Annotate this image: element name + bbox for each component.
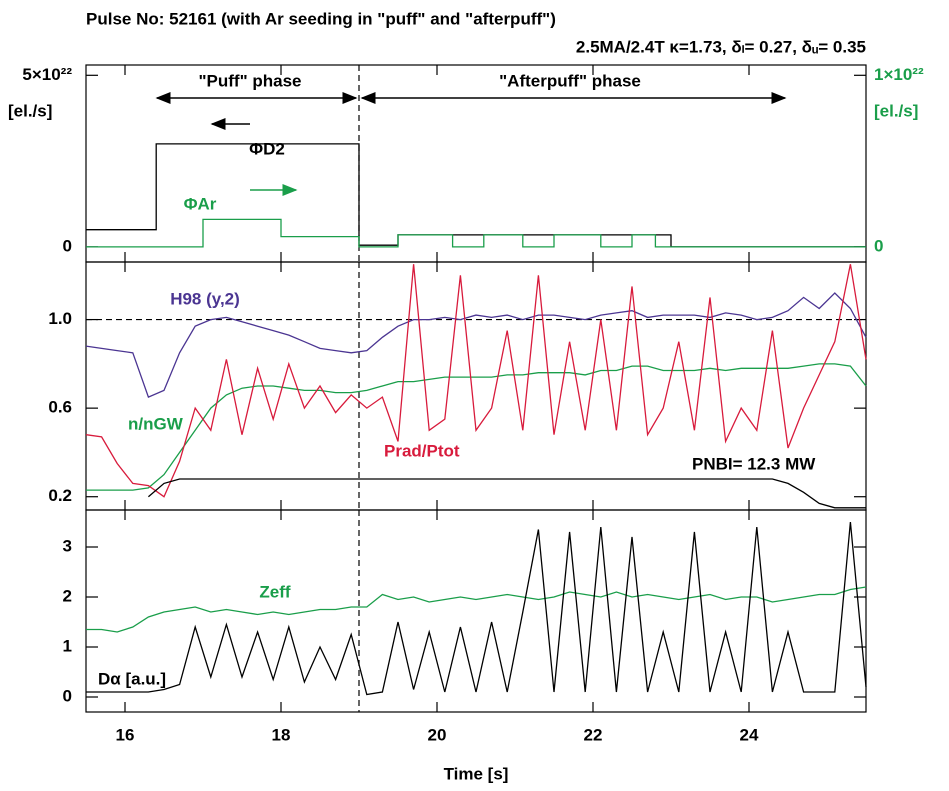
series-label: H98 (y,2) (170, 289, 240, 308)
series-line (86, 218, 866, 248)
series-label: Prad/Ptot (384, 441, 460, 460)
series-label: n/nGW (128, 414, 184, 433)
chart-subtitle: 2.5MA/2.4T κ=1.73, δₗ= 0.27, δᵤ= 0.35 (576, 37, 866, 56)
series-label: PNBI= 12.3 MW (692, 454, 816, 473)
y-tick-label: 0 (63, 236, 72, 255)
chart-title: Pulse No: 52161 (with Ar seeding in "puf… (86, 9, 556, 28)
x-tick-label: 22 (584, 725, 603, 744)
x-tick-label: 16 (116, 725, 135, 744)
y-tick-label: 5×10²² (22, 65, 72, 84)
y-tick-label: 0.6 (48, 398, 72, 417)
y-tick-label: 2 (63, 586, 72, 605)
series-line (85, 292, 867, 398)
y-tick-label: 1 (63, 636, 72, 655)
y-axis-label: [el./s] (8, 101, 52, 120)
series-line (86, 143, 866, 248)
x-tick-label: 20 (428, 725, 447, 744)
series-line (147, 478, 866, 509)
series-label: ΦD2 (249, 139, 285, 158)
series-label: Zeff (259, 582, 291, 601)
annotation: "Puff" phase (198, 71, 301, 90)
series-line (86, 521, 867, 696)
series-line (86, 586, 867, 633)
x-axis-label: Time [s] (444, 764, 509, 783)
annotation: "Afterpuff" phase (499, 71, 641, 90)
y2-axis-label: [el./s] (874, 101, 918, 120)
y2-tick-label: 1×10²² (874, 65, 924, 84)
x-tick-label: 18 (272, 725, 291, 744)
plot-frame (85, 509, 867, 713)
x-tick-label: 24 (740, 725, 759, 744)
y-tick-label: 1.0 (48, 309, 72, 328)
y2-tick-label: 0 (874, 236, 883, 255)
y-tick-label: 0 (63, 686, 72, 705)
series-label: Dα [a.u.] (98, 669, 166, 688)
y-tick-label: 3 (63, 536, 72, 555)
y-tick-label: 0.2 (48, 486, 72, 505)
series-label: ΦAr (184, 194, 217, 213)
series-line (85, 264, 867, 498)
